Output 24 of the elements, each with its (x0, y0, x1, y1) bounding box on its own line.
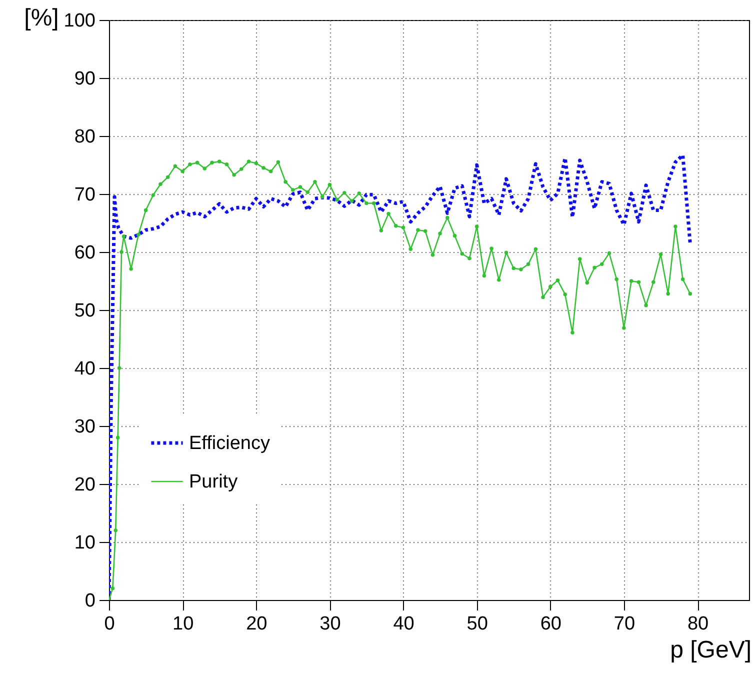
y-tick-label: 80 (74, 126, 96, 148)
legend-label: Purity (189, 472, 238, 492)
y-tick-label: 70 (74, 184, 96, 206)
x-axis-title: p [GeV] (670, 636, 752, 664)
x-tick-label: 70 (614, 614, 636, 634)
x-tick-label: 20 (246, 614, 268, 634)
y-tick-label: 30 (74, 416, 96, 438)
x-tick-label: 10 (172, 614, 194, 634)
legend-label: Efficiency (189, 433, 270, 454)
y-tick-label: 60 (74, 242, 96, 264)
y-tick-label: 0 (84, 590, 96, 612)
x-tick-label: 30 (320, 614, 341, 634)
y-tick-label: 20 (74, 474, 96, 496)
x-tick-label: 40 (393, 614, 414, 634)
y-tick-label: 50 (74, 300, 96, 322)
x-tick-label: 80 (687, 614, 709, 634)
x-tick-label: 0 (104, 614, 115, 634)
y-tick-label: 10 (74, 532, 96, 554)
x-tick-label: 60 (540, 614, 562, 634)
y-tick-label: 90 (74, 68, 96, 90)
y-axis-title: [%] (24, 4, 59, 32)
y-tick-label: 100 (64, 10, 96, 32)
x-tick-label: 50 (466, 614, 488, 634)
y-tick-label: 40 (74, 358, 96, 380)
